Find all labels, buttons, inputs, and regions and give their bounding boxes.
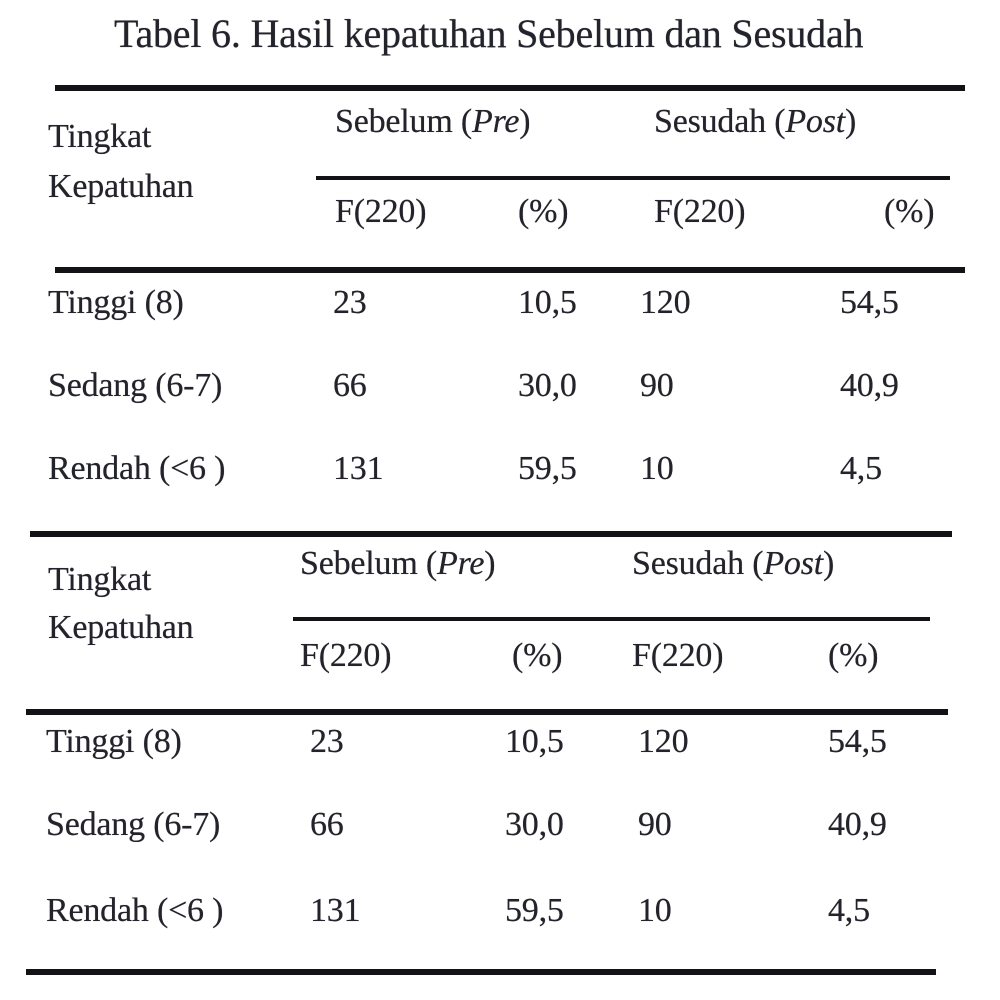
table1-header-body-rule	[55, 267, 965, 273]
table2-subheader-f-post: F(220)	[632, 637, 724, 674]
table1-group-header-sesudah: Sesudah (Post)	[654, 104, 856, 140]
cell-f-pre: 23	[310, 723, 344, 760]
group-label-italic: Pre	[437, 545, 485, 582]
cell-f-pre: 23	[333, 284, 367, 321]
cell-pct-pre: 59,5	[518, 450, 577, 487]
table2-subheader-pct-post: (%)	[828, 637, 879, 674]
cell-f-post: 90	[638, 806, 672, 843]
cell-pct-post: 40,9	[840, 367, 899, 404]
table1-subheader-pct-pre: (%)	[518, 193, 569, 230]
table1-row-header-line2: Kepatuhan	[48, 168, 194, 205]
table2-header-body-rule	[26, 709, 948, 715]
table2-group-header-sebelum: Sebelum (Pre)	[300, 545, 496, 582]
row-label: Rendah (<6 )	[46, 892, 224, 929]
cell-pct-pre: 10,5	[518, 284, 577, 321]
cell-pct-post: 4,5	[828, 892, 870, 929]
cell-pct-post: 4,5	[840, 450, 882, 487]
group-label-text: Sesudah (	[632, 545, 764, 582]
cell-pct-pre: 30,0	[518, 367, 577, 404]
group-label-text: Sesudah (	[654, 103, 786, 140]
table1-subheader-f-pre: F(220)	[335, 193, 427, 230]
table1-group-header-sebelum: Sebelum (Pre)	[335, 103, 531, 140]
group-label-text: Sebelum (	[335, 103, 473, 140]
cell-f-post: 90	[640, 367, 674, 404]
cell-pct-post: 54,5	[840, 284, 899, 321]
cell-f-pre: 66	[333, 367, 367, 404]
row-label: Tinggi (8)	[48, 284, 184, 321]
table2-group-subrule	[293, 617, 930, 621]
cell-f-pre: 66	[310, 806, 344, 843]
table-caption: Tabel 6. Hasil kepatuhan Sebelum dan Ses…	[114, 11, 864, 56]
group-label-italic: Post	[785, 103, 846, 140]
cell-pct-post: 40,9	[828, 806, 887, 843]
table2-group-header-sesudah: Sesudah (Post)	[632, 546, 834, 582]
cell-pct-pre: 10,5	[505, 723, 564, 760]
table1-row-header-line1: Tingkat	[48, 118, 152, 155]
table1-subheader-f-post: F(220)	[654, 193, 746, 230]
cell-f-post: 10	[638, 892, 672, 929]
table2-row-header-line1: Tingkat	[48, 561, 152, 598]
cell-pct-pre: 30,0	[505, 806, 564, 843]
group-label-close: )	[845, 103, 857, 140]
group-label-text: Sebelum (	[300, 545, 438, 582]
cell-f-post: 120	[640, 284, 691, 321]
row-label: Tinggi (8)	[46, 723, 182, 760]
group-label-italic: Pre	[472, 103, 520, 140]
row-label: Sedang (6-7)	[48, 367, 223, 404]
table1-group-subrule	[316, 176, 950, 180]
group-label-close: )	[823, 545, 835, 582]
table2-subheader-pct-pre: (%)	[512, 637, 563, 674]
cell-f-post: 10	[640, 450, 674, 487]
cell-f-pre: 131	[333, 450, 384, 487]
table1-subheader-pct-post: (%)	[884, 193, 935, 230]
table2-top-rule	[30, 531, 952, 537]
row-label: Sedang (6-7)	[46, 806, 221, 843]
group-label-italic: Post	[763, 545, 824, 582]
cell-f-pre: 131	[310, 892, 361, 929]
table2-bottom-rule	[26, 969, 936, 975]
table2-subheader-f-pre: F(220)	[300, 637, 392, 674]
cell-pct-pre: 59,5	[505, 892, 564, 929]
table2-row-header-line2: Kepatuhan	[48, 609, 194, 646]
cell-pct-post: 54,5	[828, 723, 887, 760]
group-label-close: )	[519, 103, 531, 140]
group-label-close: )	[484, 545, 496, 582]
row-label: Rendah (<6 )	[48, 450, 226, 487]
cell-f-post: 120	[638, 723, 689, 760]
table1-top-rule	[55, 85, 965, 91]
